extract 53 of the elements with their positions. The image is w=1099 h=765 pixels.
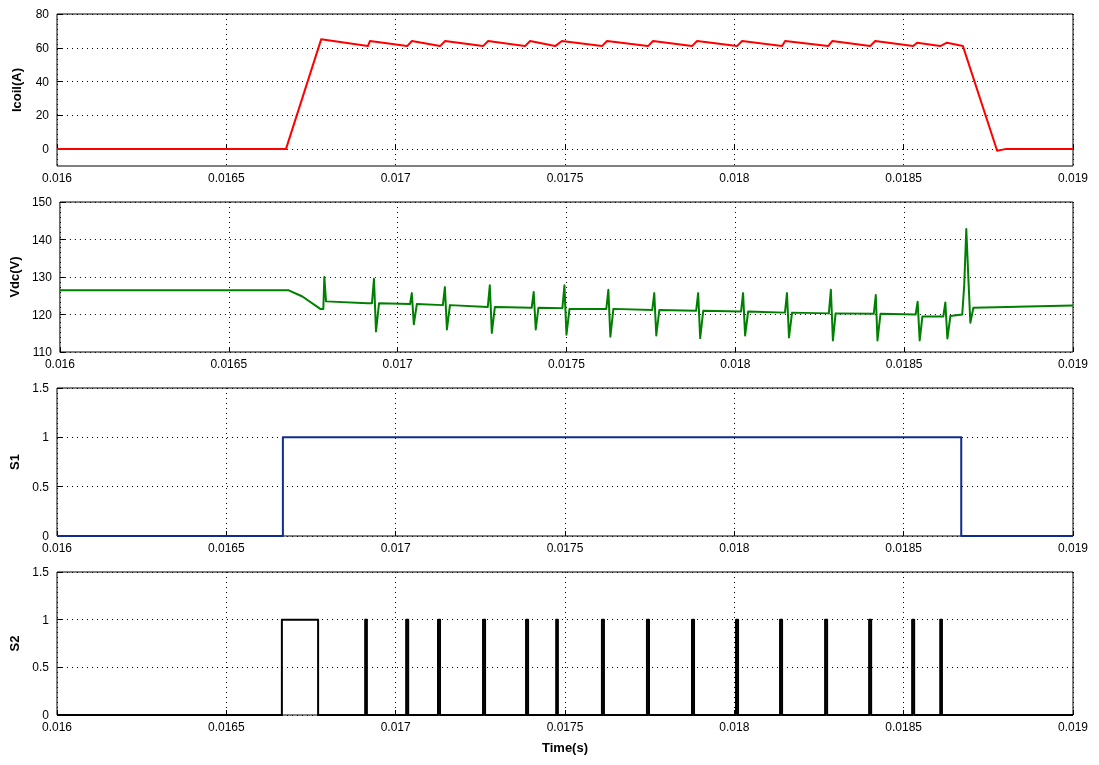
y-tick-label: 130: [31, 270, 53, 284]
x-tick-label: 0.018: [720, 357, 751, 371]
x-tick-label: 0.019: [1057, 357, 1089, 371]
y-tick-label: 80: [35, 7, 50, 21]
line-series: [58, 228, 1074, 342]
x-tick-label: 0.016: [41, 171, 73, 185]
x-tick-label: 0.0165: [207, 171, 246, 185]
x-tick-label: 0.0165: [207, 541, 246, 555]
x-tick-label: 0.016: [44, 357, 76, 371]
x-tick-label: 0.018: [719, 541, 750, 555]
x-tick-label: 0.0165: [207, 720, 246, 734]
y-tick-label: 0: [42, 708, 50, 722]
x-tick-label: 0.017: [380, 171, 412, 185]
y-tick-label: 150: [31, 195, 53, 209]
x-tick-label: 0.019: [1057, 720, 1089, 734]
x-tick-label: 0.016: [41, 541, 73, 555]
y-axis-title: Vdc(V): [7, 256, 22, 298]
y-tick-label: 1.5: [32, 381, 50, 395]
y-tick-label: 0: [42, 142, 50, 157]
x-tick-label: 0.017: [380, 720, 412, 734]
x-tick-label: 0.017: [382, 357, 413, 371]
y-tick-label: 0.5: [32, 479, 50, 494]
y-tick-label: 1: [42, 612, 50, 627]
x-tick-label: 0.017: [380, 541, 412, 555]
x-tick-label: 0.0185: [885, 357, 923, 371]
x-tick-label: 0.0175: [546, 541, 584, 555]
x-tick-label: 0.0185: [885, 720, 923, 734]
x-tick-label: 0.019: [1057, 171, 1089, 185]
x-tick-label: 0.0165: [210, 357, 248, 371]
x-tick-label: 0.018: [719, 720, 750, 734]
y-tick-label: 1.5: [32, 565, 50, 579]
x-tick-label: 0.0175: [548, 357, 586, 371]
y-tick-label: 140: [31, 232, 53, 247]
y-tick-label: 20: [35, 108, 50, 123]
x-axis-title: Time(s): [542, 740, 588, 755]
x-tick-label: 0.019: [1057, 541, 1089, 555]
y-axis-title: S1: [7, 454, 23, 470]
x-tick-label: 0.016: [41, 720, 73, 734]
x-tick-label: 0.0185: [885, 171, 923, 185]
y-axis-title: Icoil(A): [9, 67, 24, 113]
x-tick-label: 0.0185: [885, 541, 923, 555]
y-axis-title: S2: [7, 635, 23, 652]
y-tick-label: 1: [42, 430, 50, 445]
x-tick-label: 0.0175: [546, 171, 584, 185]
x-tick-label: 0.0175: [546, 720, 584, 734]
y-tick-label: 40: [35, 74, 50, 89]
y-tick-label: 110: [32, 345, 53, 359]
y-tick-label: 60: [35, 40, 50, 55]
y-tick-label: 120: [31, 307, 53, 322]
x-tick-label: 0.018: [719, 171, 750, 185]
y-tick-label: 0: [42, 529, 50, 543]
y-tick-label: 0.5: [32, 660, 50, 675]
line-series: [56, 38, 1074, 152]
